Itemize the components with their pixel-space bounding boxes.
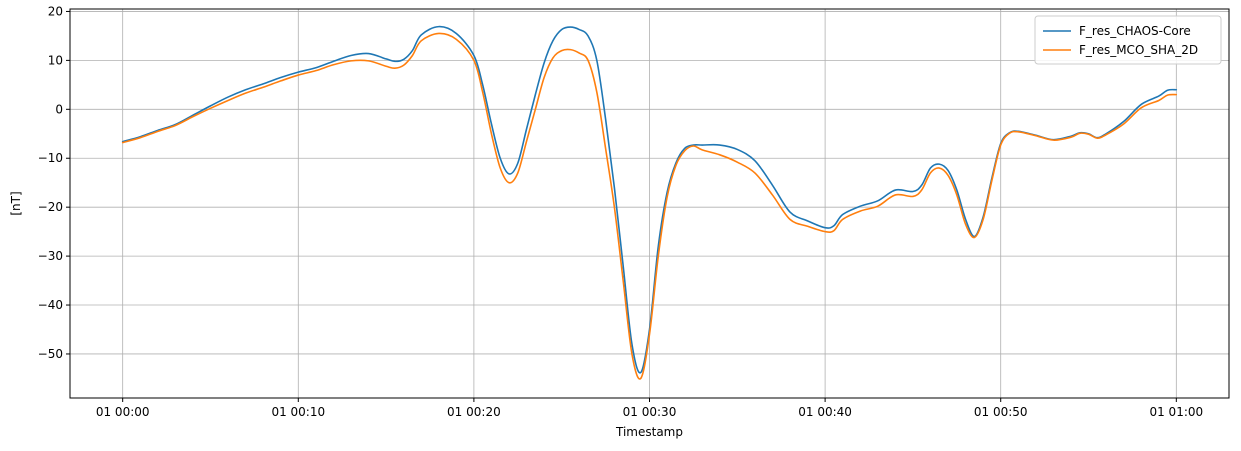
- x-tick-label: 01 00:20: [447, 405, 501, 419]
- y-tick-label: −30: [38, 249, 63, 263]
- y-tick-label: −50: [38, 347, 63, 361]
- y-tick-label: −10: [38, 151, 63, 165]
- legend-box: [1034, 15, 1222, 65]
- legend: F_res_CHAOS-Core F_res_MCO_SHA_2D: [1034, 15, 1222, 65]
- y-tick-label: −40: [38, 298, 63, 312]
- x-tick-label: 01 00:30: [623, 405, 677, 419]
- x-tick-label: 01 01:00: [1149, 405, 1203, 419]
- legend-entry: F_res_MCO_SHA_2D: [1079, 43, 1198, 57]
- y-tick-label: 0: [55, 102, 63, 116]
- y-tick-label: 20: [48, 4, 63, 18]
- x-tick-label: 01 00:50: [974, 405, 1028, 419]
- series-lines: [121, 25, 1178, 380]
- x-tick-label: 01 00:40: [798, 405, 852, 419]
- x-tick-label: 01 00:10: [271, 405, 325, 419]
- x-tick-label: 01 00:00: [96, 405, 150, 419]
- y-axis-label: [nT]: [9, 191, 23, 215]
- x-axis: 01 00:00 01 00:10 01 00:20 01 00:30 01 00:40…: [96, 398, 1203, 419]
- y-tick-label: −20: [38, 200, 63, 214]
- series-line-1: [121, 32, 1178, 380]
- y-tick-label: 10: [48, 53, 63, 67]
- grid-lines: [70, 9, 1229, 398]
- legend-entry: F_res_CHAOS-Core: [1079, 24, 1191, 38]
- x-axis-label: Timestamp: [615, 425, 683, 439]
- y-axis: 20 10 0 −10 −20 −30 −40 −50: [38, 4, 70, 361]
